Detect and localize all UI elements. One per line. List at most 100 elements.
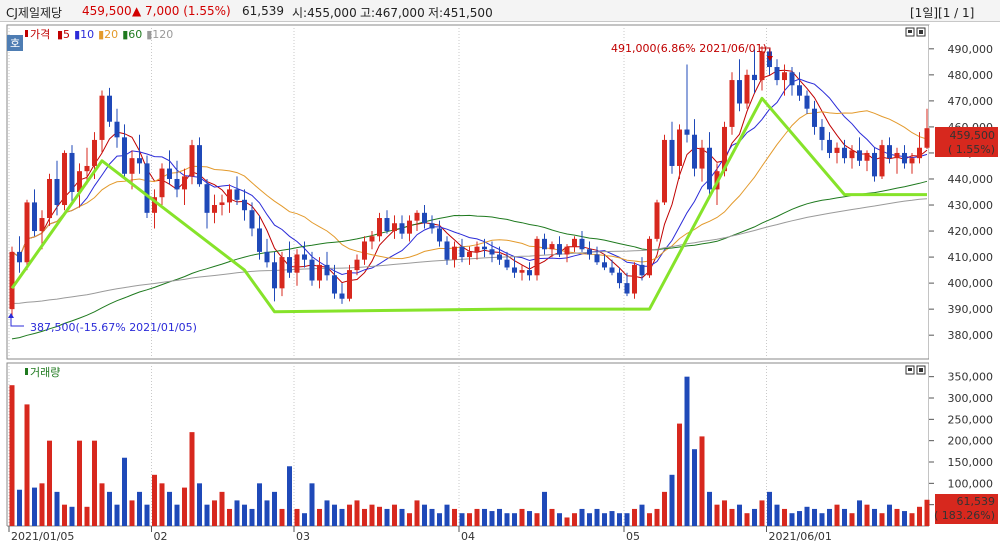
- candle-body: [819, 126, 825, 140]
- candle-body: [654, 202, 660, 239]
- volume-bar: [99, 483, 105, 526]
- candle-body: [377, 218, 382, 237]
- price-tick-label: 400,000: [948, 277, 994, 290]
- volume-bar: [722, 500, 727, 526]
- volume-bar: [212, 500, 217, 526]
- volume-bar: [519, 508, 525, 526]
- volume-bar: [842, 508, 847, 526]
- stock-name: CJ제일제당: [6, 6, 63, 20]
- candle-body: [557, 244, 562, 255]
- candle-body: [782, 72, 787, 81]
- candle-body: [279, 257, 285, 289]
- candle-body: [84, 165, 90, 172]
- candle-body: [902, 152, 907, 164]
- price-tick-label: 490,000: [948, 43, 994, 56]
- volume-bar: [414, 500, 420, 526]
- volume-bar: [737, 504, 742, 526]
- volume-bar: [62, 504, 67, 526]
- volume-bar: [9, 385, 15, 526]
- candle-body: [77, 171, 82, 192]
- volume-tick-label: 150,000: [948, 456, 994, 469]
- candle-body: [47, 178, 52, 219]
- candle-body: [92, 139, 97, 166]
- volume-bar: [272, 491, 277, 526]
- high-price: 고:467,000: [360, 6, 425, 20]
- candle-body: [744, 74, 750, 104]
- chart-corner-button-label: 호: [10, 37, 20, 50]
- volume-bar: [639, 504, 645, 526]
- candle-body: [144, 163, 150, 213]
- chart-corner-button[interactable]: [7, 35, 23, 51]
- volume-bar: [114, 504, 120, 526]
- volume-panel-window-buttons[interactable]: [905, 365, 926, 375]
- header-bar: CJ제일제당 459,500 ▲ 7,000 (1.55%) 61,539 시:…: [0, 0, 1000, 22]
- volume-bar: [654, 508, 660, 526]
- candle-body: [414, 212, 420, 221]
- volume-bar: [144, 504, 150, 526]
- volume-bar: [827, 508, 832, 526]
- price-tick-label: 410,000: [948, 251, 994, 264]
- candle-body: [534, 238, 540, 276]
- price-tick-label: 480,000: [948, 69, 994, 82]
- candle-body: [437, 228, 442, 242]
- volume-bar: [249, 508, 255, 526]
- volume-tick-label: 100,000: [948, 477, 994, 490]
- candle-body: [482, 246, 487, 250]
- volume-bar: [204, 504, 210, 526]
- volume-bar: [39, 483, 45, 526]
- candle-body: [317, 264, 322, 281]
- trade-volume: 61,539: [242, 4, 284, 18]
- current-volume-label: 61,539: [957, 495, 996, 508]
- volume-bar: [257, 483, 262, 526]
- candle-body: [624, 283, 630, 294]
- volume-bar: [849, 513, 855, 526]
- volume-bar: [617, 513, 622, 526]
- x-axis-area: [0, 526, 1000, 547]
- chart-canvas: 490,000480,000470,000460,000450,000440,0…: [0, 24, 1000, 547]
- ma-legend-item: ▮60: [122, 28, 142, 41]
- volume-bar: [887, 504, 892, 526]
- ma-legend-item: ▮10: [74, 28, 94, 41]
- current-price-marker: 459,500 ( 1.55%): [935, 127, 998, 157]
- volume-bar: [107, 491, 112, 526]
- candle-body: [579, 238, 585, 250]
- legend-volume-marker: [25, 368, 28, 375]
- volume-bar: [857, 500, 862, 526]
- volume-bar: [542, 491, 547, 526]
- candle-body: [392, 223, 397, 232]
- candle-body: [497, 254, 502, 260]
- candle-body: [812, 108, 817, 127]
- volume-bar: [587, 513, 592, 526]
- volume-bar: [579, 508, 585, 526]
- x-tick-label: 02: [154, 530, 168, 543]
- candle-body: [347, 270, 352, 299]
- candle-body: [227, 189, 232, 203]
- volume-bar: [534, 513, 540, 526]
- volume-tick-label: 250,000: [948, 413, 994, 426]
- candle-body: [429, 223, 435, 229]
- volume-bar: [647, 513, 652, 526]
- candle-body: [834, 147, 840, 153]
- volume-bar: [287, 466, 292, 526]
- x-tick-label: 2021/06/01: [769, 530, 832, 543]
- current-volume-marker: 61,539 ( 183.26%): [934, 494, 998, 524]
- legend-marker: [25, 30, 28, 37]
- volume-bar: [572, 513, 577, 526]
- candle-body: [797, 85, 802, 96]
- price-panel-window-buttons[interactable]: [905, 27, 926, 37]
- candle-body: [107, 95, 112, 122]
- period-indicator[interactable]: [1일][1 / 1]: [910, 6, 975, 20]
- volume-bar: [594, 508, 600, 526]
- candle-body: [752, 74, 757, 81]
- candle-body: [617, 272, 622, 284]
- price-tick-label: 470,000: [948, 95, 994, 108]
- candle-body: [917, 147, 922, 159]
- candle-body: [647, 238, 652, 276]
- high-annotation-text: 491,000(6.86% 2021/06/01): [611, 42, 767, 55]
- candle-body: [272, 262, 277, 289]
- volume-bar: [789, 513, 795, 526]
- candle-body: [152, 197, 157, 213]
- price-legend: 가격 ▮5 ▮10 ▮20 ▮60 ▮120: [25, 28, 173, 41]
- volume-bar: [437, 513, 442, 526]
- candle-body: [324, 264, 330, 276]
